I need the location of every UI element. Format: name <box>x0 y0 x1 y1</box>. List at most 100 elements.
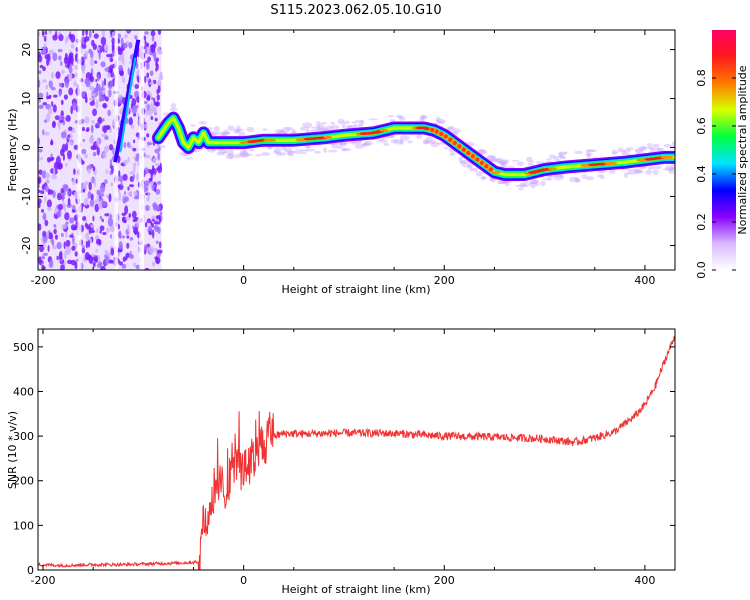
ridge-dot <box>487 166 494 173</box>
ridge-haze <box>294 149 303 155</box>
noise-speck <box>131 97 137 106</box>
noise-speck <box>110 182 114 187</box>
noise-speck <box>45 103 51 110</box>
noise-speck <box>70 63 74 67</box>
snr-y-tick-label: 0 <box>27 564 34 577</box>
ridge-haze <box>518 187 524 191</box>
ridge-haze <box>228 153 235 159</box>
noise-speck <box>92 262 96 268</box>
ridge-haze <box>351 121 357 124</box>
noise-speck <box>94 258 98 263</box>
noise-speck <box>88 30 92 39</box>
noise-speck <box>129 145 133 149</box>
ridge-haze <box>668 167 675 171</box>
noise-speck <box>126 235 130 239</box>
noise-speck <box>52 34 58 41</box>
noise-speck <box>132 174 136 180</box>
ridge-haze <box>547 176 553 181</box>
ridge-haze <box>662 168 671 171</box>
ridge-haze <box>419 116 428 120</box>
noise-speck <box>103 145 109 154</box>
spectrogram-x-tick-label: 400 <box>634 274 655 287</box>
ridge-haze <box>622 149 632 153</box>
noise-speck <box>128 117 134 126</box>
noise-speck <box>128 184 135 188</box>
ridge-peak <box>608 161 618 165</box>
noise-speck <box>146 90 151 95</box>
ridge-haze <box>430 141 440 148</box>
noise-speck <box>95 238 101 245</box>
noise-speck <box>133 139 136 144</box>
ridge-haze <box>158 145 166 149</box>
noise-speck <box>84 153 88 159</box>
noise-speck <box>94 203 100 213</box>
noise-speck <box>130 124 135 129</box>
snr-y-tick-label: 200 <box>13 475 34 488</box>
noise-speck <box>92 43 97 51</box>
ridge-haze <box>600 174 605 180</box>
noise-speck <box>84 116 90 124</box>
noise-speck <box>150 30 156 37</box>
ridge-haze <box>279 152 287 156</box>
noise-speck <box>124 205 129 215</box>
streak-inner <box>119 57 137 153</box>
snr-x-axis-label: Height of straight line (km) <box>281 583 430 596</box>
ridge-haze <box>398 115 405 119</box>
noise-speck <box>58 123 61 130</box>
colorbar-tick-label: 0.2 <box>695 213 708 231</box>
noise-speck <box>85 240 89 249</box>
noise-speck <box>58 251 63 260</box>
ridge-haze <box>645 169 653 175</box>
noise-speck <box>61 224 67 230</box>
ridge-haze <box>458 156 463 163</box>
noise-speck <box>127 30 130 33</box>
noise-speck <box>107 72 111 79</box>
noise-speck <box>92 215 95 222</box>
noise-speck <box>127 186 130 191</box>
colorbar-label: Normalized spectral amplitude <box>736 65 749 234</box>
ridge-dot <box>438 130 445 137</box>
noise-speck <box>60 99 64 106</box>
spectrogram-x-tick-label: 0 <box>240 274 247 287</box>
noise-speck <box>131 210 137 219</box>
ridge-haze <box>647 146 654 150</box>
noise-speck <box>110 247 115 256</box>
ridge-haze <box>529 182 539 187</box>
noise-speck <box>42 236 48 244</box>
spectrogram-panel: -200 0 200 400 -20 -10 0 10 20 Height of straigh… <box>6 29 676 296</box>
ridge-haze <box>500 159 508 165</box>
noise-speck <box>102 231 107 236</box>
noise-speck <box>40 156 44 161</box>
noise-speck <box>147 56 152 62</box>
noise-speck <box>94 199 98 204</box>
spectrogram-x-axis-label: Height of straight line (km) <box>281 283 430 296</box>
ridge-dot <box>442 133 449 140</box>
ridge-haze <box>275 151 281 154</box>
ridge-haze <box>317 124 325 131</box>
noise-speck <box>118 192 121 201</box>
noise-speck <box>53 228 57 235</box>
noise-speck <box>64 250 67 260</box>
noise-speck <box>95 99 99 109</box>
ridge-haze <box>535 161 545 164</box>
noise-speck <box>109 224 115 233</box>
noise-speck <box>46 53 51 62</box>
ridge-haze <box>553 175 564 181</box>
noise-speck <box>88 136 94 144</box>
noise-speck <box>57 48 63 53</box>
noise-speck <box>98 50 101 60</box>
ridge-haze <box>443 147 449 150</box>
noise-speck <box>85 30 88 36</box>
noise-speck <box>121 76 126 84</box>
noise-speck <box>68 141 75 146</box>
noise-speck <box>131 106 138 114</box>
noise-speck <box>46 113 51 122</box>
ridge-haze <box>216 151 226 156</box>
noise-speck <box>84 251 90 261</box>
noise-speck <box>151 215 156 220</box>
noise-speck <box>150 115 154 121</box>
noise-speck <box>144 267 150 270</box>
noise-speck <box>116 248 123 253</box>
noise-speck <box>104 67 110 72</box>
noise-speck <box>157 226 161 234</box>
